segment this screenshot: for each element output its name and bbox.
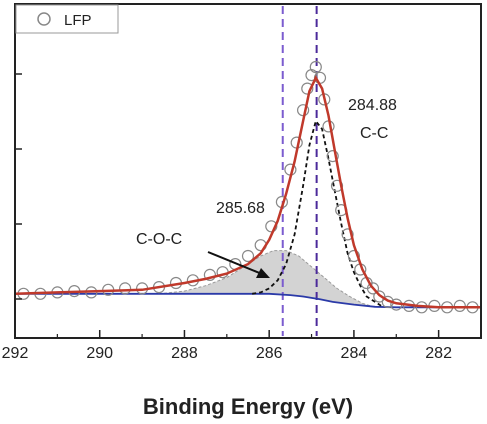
data-point xyxy=(301,82,314,95)
annotation-arrow xyxy=(207,251,270,278)
legend-box xyxy=(15,4,119,34)
annotation-cc-energy: 284.88 xyxy=(348,97,397,114)
data-point xyxy=(347,249,360,263)
data-point xyxy=(330,179,344,192)
x-tick-label: 282 xyxy=(425,345,452,362)
data-point xyxy=(373,290,386,303)
axis-ticks xyxy=(14,73,440,338)
x-tick-label: 290 xyxy=(86,345,113,362)
data-point xyxy=(341,228,354,241)
coc-component-area xyxy=(158,250,376,308)
fit-envelope-line xyxy=(14,75,481,309)
data-point xyxy=(326,150,339,163)
plot-area xyxy=(14,6,481,336)
data-point xyxy=(241,249,255,263)
x-axis-title: Binding Energy (eV) xyxy=(143,394,353,419)
x-tick-label: 286 xyxy=(256,345,283,362)
data-point xyxy=(309,60,322,74)
data-point xyxy=(203,268,216,281)
data-point xyxy=(366,282,380,295)
legend-marker-icon xyxy=(37,12,51,26)
x-tick-label: 292 xyxy=(2,345,29,362)
tick-labels: 292 290 288 286 284 282 xyxy=(2,345,452,362)
x-tick-label: 288 xyxy=(171,345,198,362)
data-point xyxy=(118,282,132,295)
plot-frame xyxy=(14,3,482,339)
x-tick-label: 284 xyxy=(341,345,368,362)
legend: LFP xyxy=(15,4,119,34)
legend-label: LFP xyxy=(64,12,92,29)
annotation-coc-label: C-O-C xyxy=(136,231,182,248)
annotation-cc-label: C-C xyxy=(360,125,388,142)
cc-component-line xyxy=(252,119,385,309)
data-point xyxy=(453,299,466,312)
annotation-coc-energy: 285.68 xyxy=(216,200,265,217)
data-point xyxy=(265,220,278,233)
